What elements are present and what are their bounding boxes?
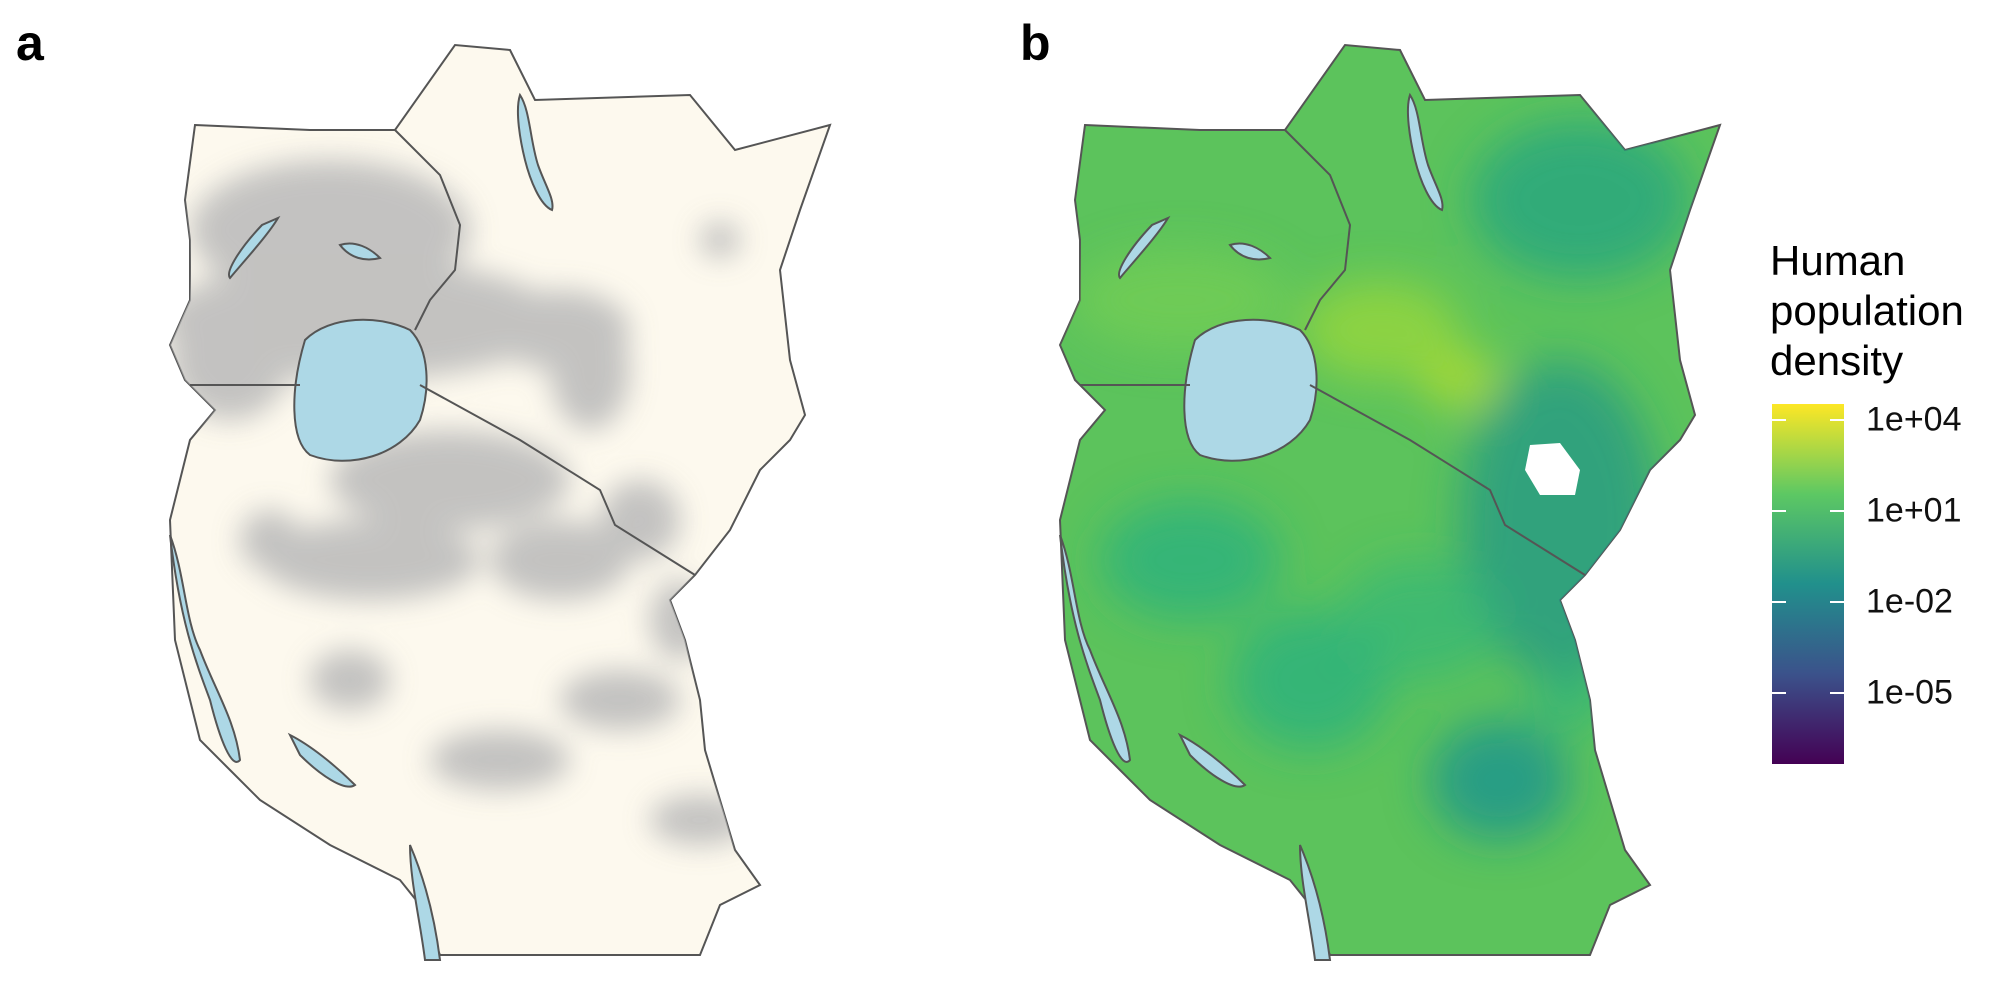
lake-nyasa <box>409 844 442 961</box>
legend-title: Human population density <box>1770 236 1964 386</box>
lake-turkana <box>1406 92 1444 212</box>
lakes-layer-a <box>169 92 554 961</box>
lake-kyoga <box>338 242 382 261</box>
lake-rukwa <box>1177 732 1247 788</box>
lake-victoria <box>1183 318 1318 462</box>
country-border <box>419 384 696 576</box>
legend-tick-label: 1e+04 <box>1866 400 1962 439</box>
legend-tick-label: 1e-02 <box>1866 582 1953 621</box>
lakes-layer-b <box>1059 92 1444 961</box>
country-border <box>1309 384 1586 576</box>
lake-victoria <box>293 318 428 462</box>
legend-tick-label: 1e+01 <box>1866 491 1962 530</box>
nodata-patch <box>1525 443 1580 495</box>
legend-title-line-2: population <box>1770 287 1964 334</box>
country-border <box>1284 129 1352 331</box>
legend-tick-label: 1e-05 <box>1866 673 1953 712</box>
lake-albert <box>1118 215 1171 280</box>
occurrence-points-layer <box>170 160 750 845</box>
country-border <box>394 129 462 331</box>
lake-tanganyika <box>169 534 242 763</box>
lake-nyasa <box>1299 844 1332 961</box>
panel-label-a: a <box>16 15 44 71</box>
legend-title-line-1: Human <box>1770 237 1906 284</box>
map-panel-b <box>1058 43 1722 961</box>
legend-colorbar <box>1772 404 1844 764</box>
lake-tanganyika <box>1059 534 1132 763</box>
lake-rukwa <box>287 732 357 788</box>
panel-label-b: b <box>1020 15 1051 71</box>
lake-kyoga <box>1228 242 1272 261</box>
lake-turkana <box>516 92 554 212</box>
lake-albert <box>228 215 281 280</box>
legend-title-line-3: density <box>1770 337 1904 384</box>
map-panel-a <box>168 43 832 961</box>
